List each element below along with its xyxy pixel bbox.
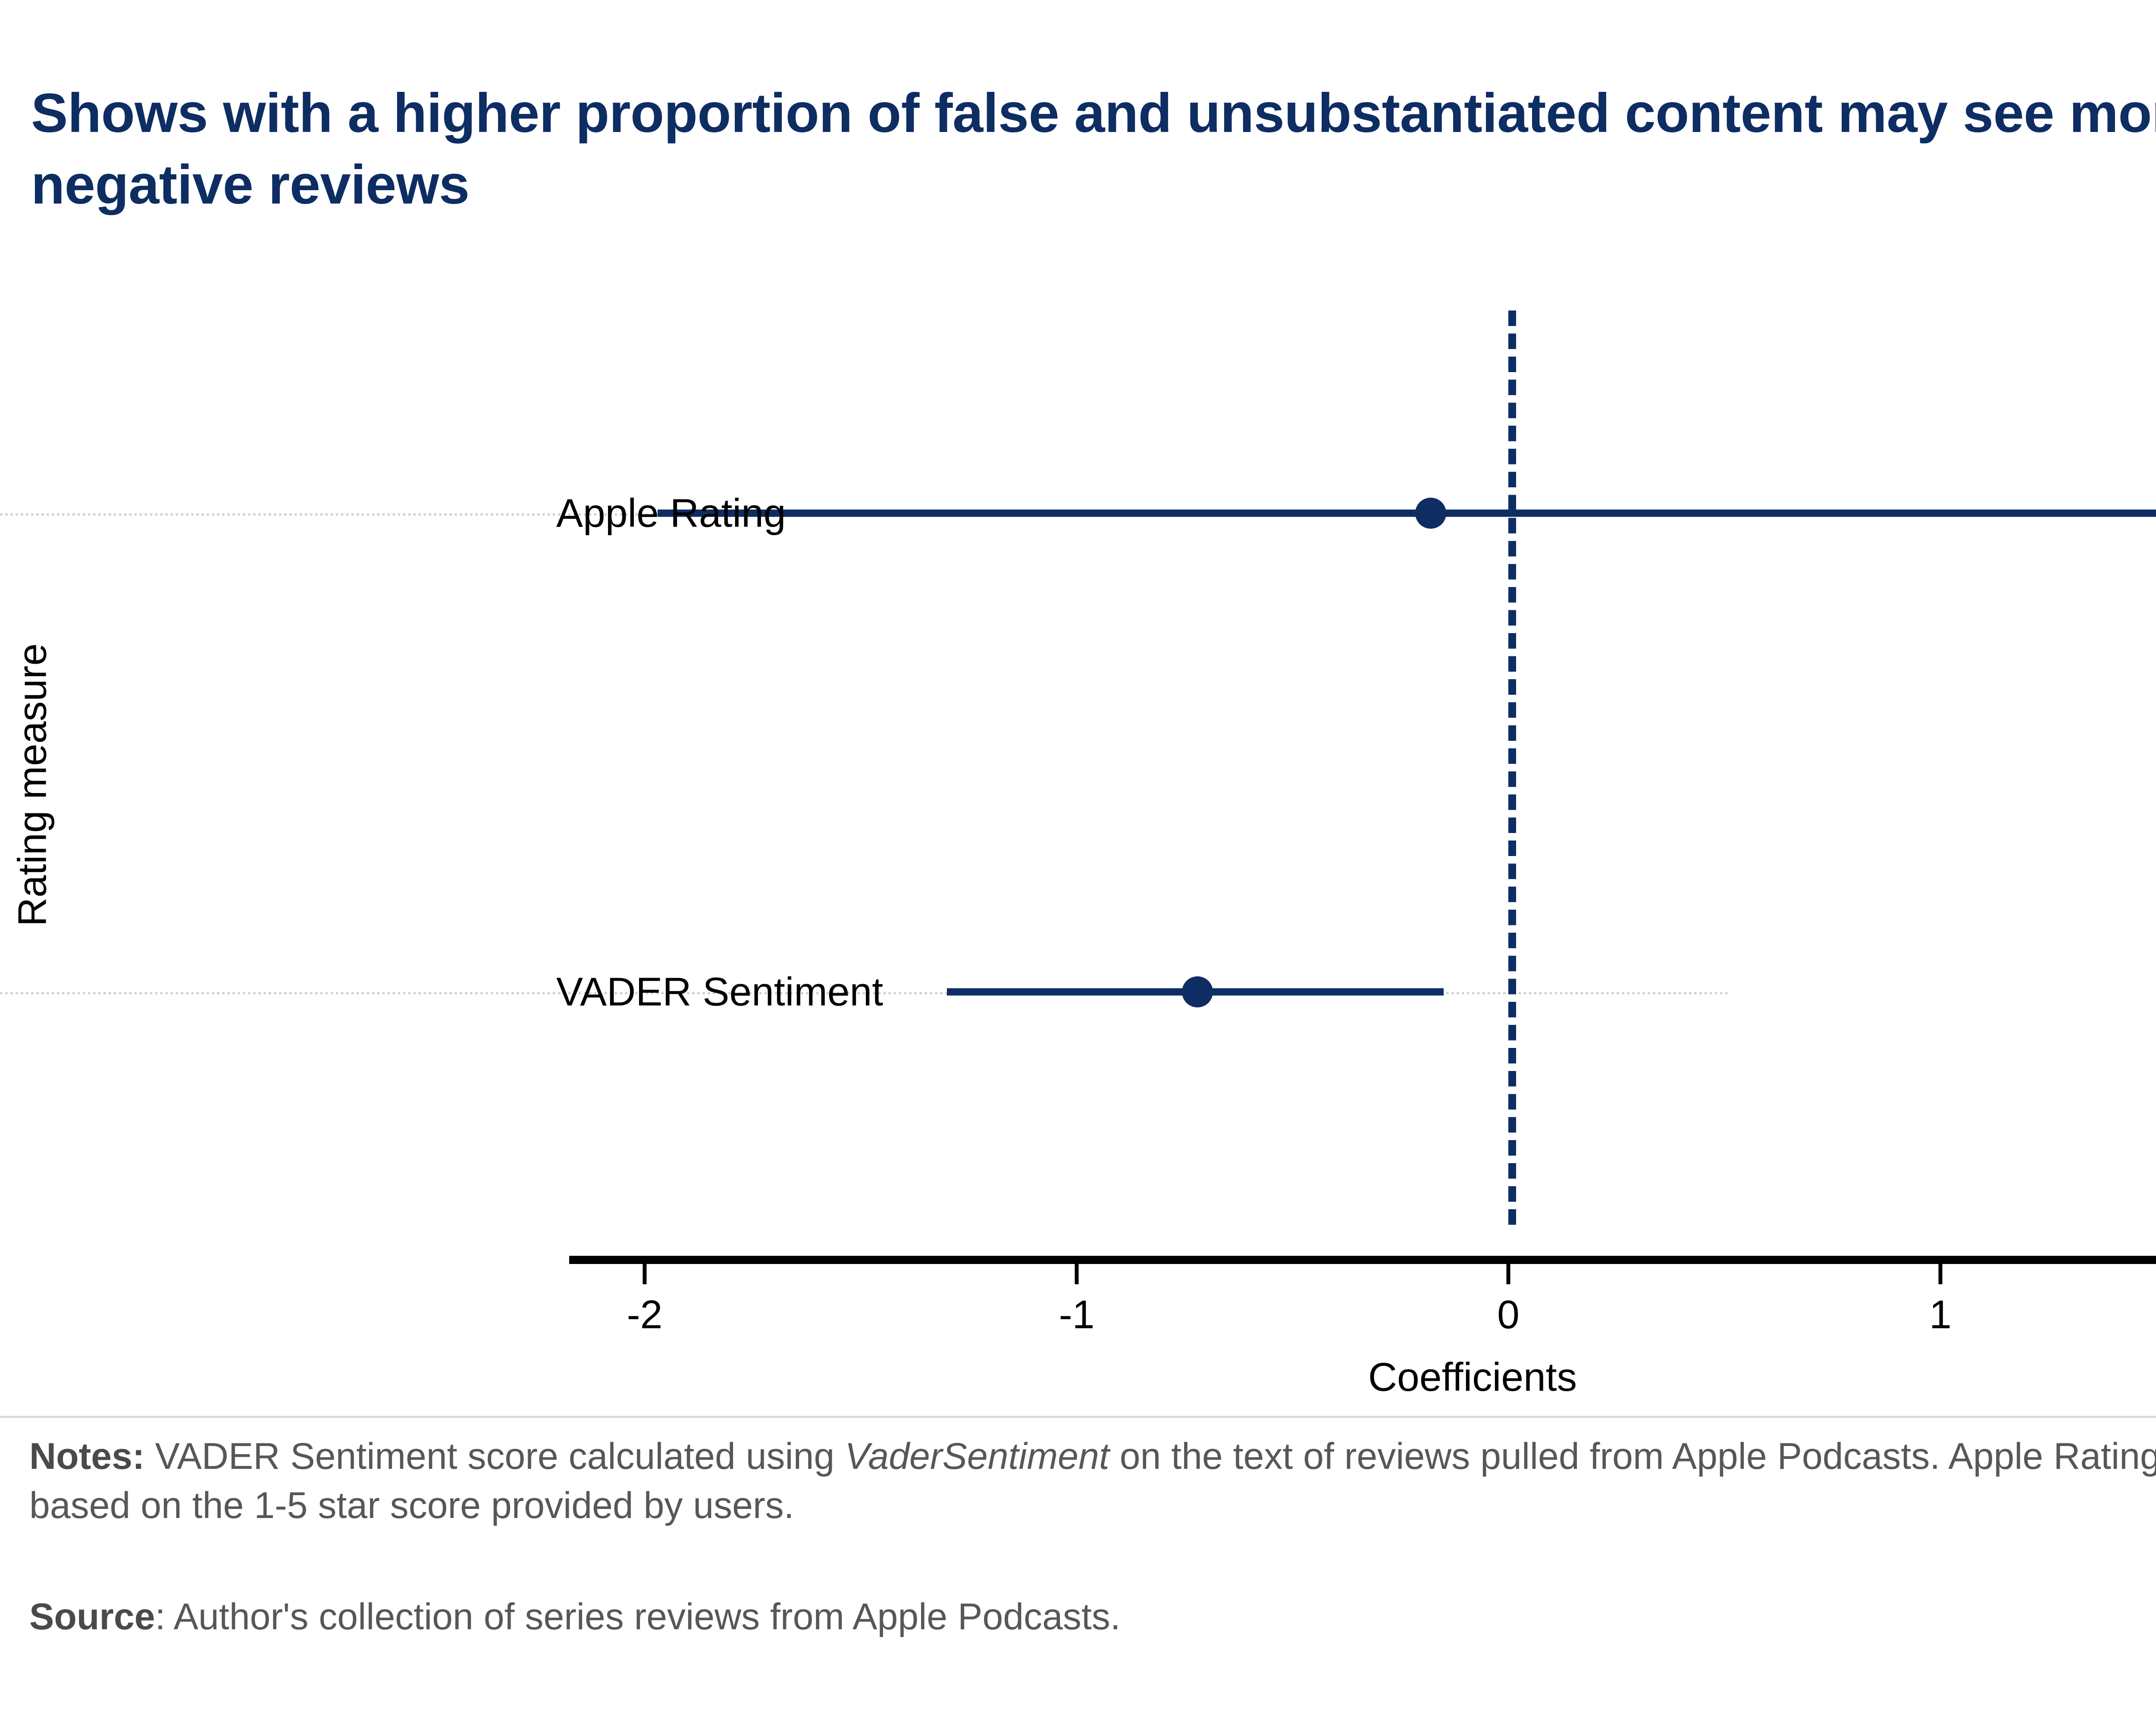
notes-text: Notes: VADER Sentiment score calculated …	[29, 1432, 2156, 1531]
x-axis-line	[569, 1256, 2156, 1264]
footer-divider	[0, 1416, 2156, 1418]
x-tick-label: -2	[627, 1292, 663, 1337]
x-tick-label: 1	[1929, 1292, 1952, 1337]
zero-reference-line	[1508, 310, 1516, 1225]
source-label: Source	[29, 1596, 155, 1637]
point-estimate-vader-sentiment	[1181, 976, 1213, 1007]
notes-label: Notes:	[29, 1436, 145, 1477]
x-tick-mark	[1075, 1264, 1079, 1284]
plot-panel	[569, 345, 2156, 1240]
source-body: : Author's collection of series reviews …	[155, 1596, 1121, 1637]
x-tick-mark	[642, 1264, 647, 1284]
x-tick-mark	[1506, 1264, 1510, 1284]
page-title: Shows with a higher proportion of false …	[31, 82, 2156, 216]
x-tick-mark	[1938, 1264, 1943, 1284]
y-axis-title: Rating measure	[9, 643, 55, 927]
notes-part-1: VADER Sentiment score calculated using	[144, 1436, 845, 1477]
notes-part-2: on the text of reviews pulled from Apple…	[29, 1436, 2156, 1527]
x-tick-label: -1	[1059, 1292, 1095, 1337]
error-bar-apple-rating	[657, 509, 2156, 517]
chart-plot-region: Prop. Unsusbtantiated/False	[0, 310, 2156, 1268]
notes-italic-term: VaderSentiment	[845, 1436, 1109, 1477]
x-axis-title: Coefficients	[1368, 1355, 1577, 1399]
gridline-vader-sentiment	[0, 992, 1729, 994]
x-tick-label: 0	[1497, 1292, 1520, 1337]
point-estimate-apple-rating	[1415, 498, 1446, 529]
source-text: Source: Author's collection of series re…	[29, 1592, 2156, 1641]
